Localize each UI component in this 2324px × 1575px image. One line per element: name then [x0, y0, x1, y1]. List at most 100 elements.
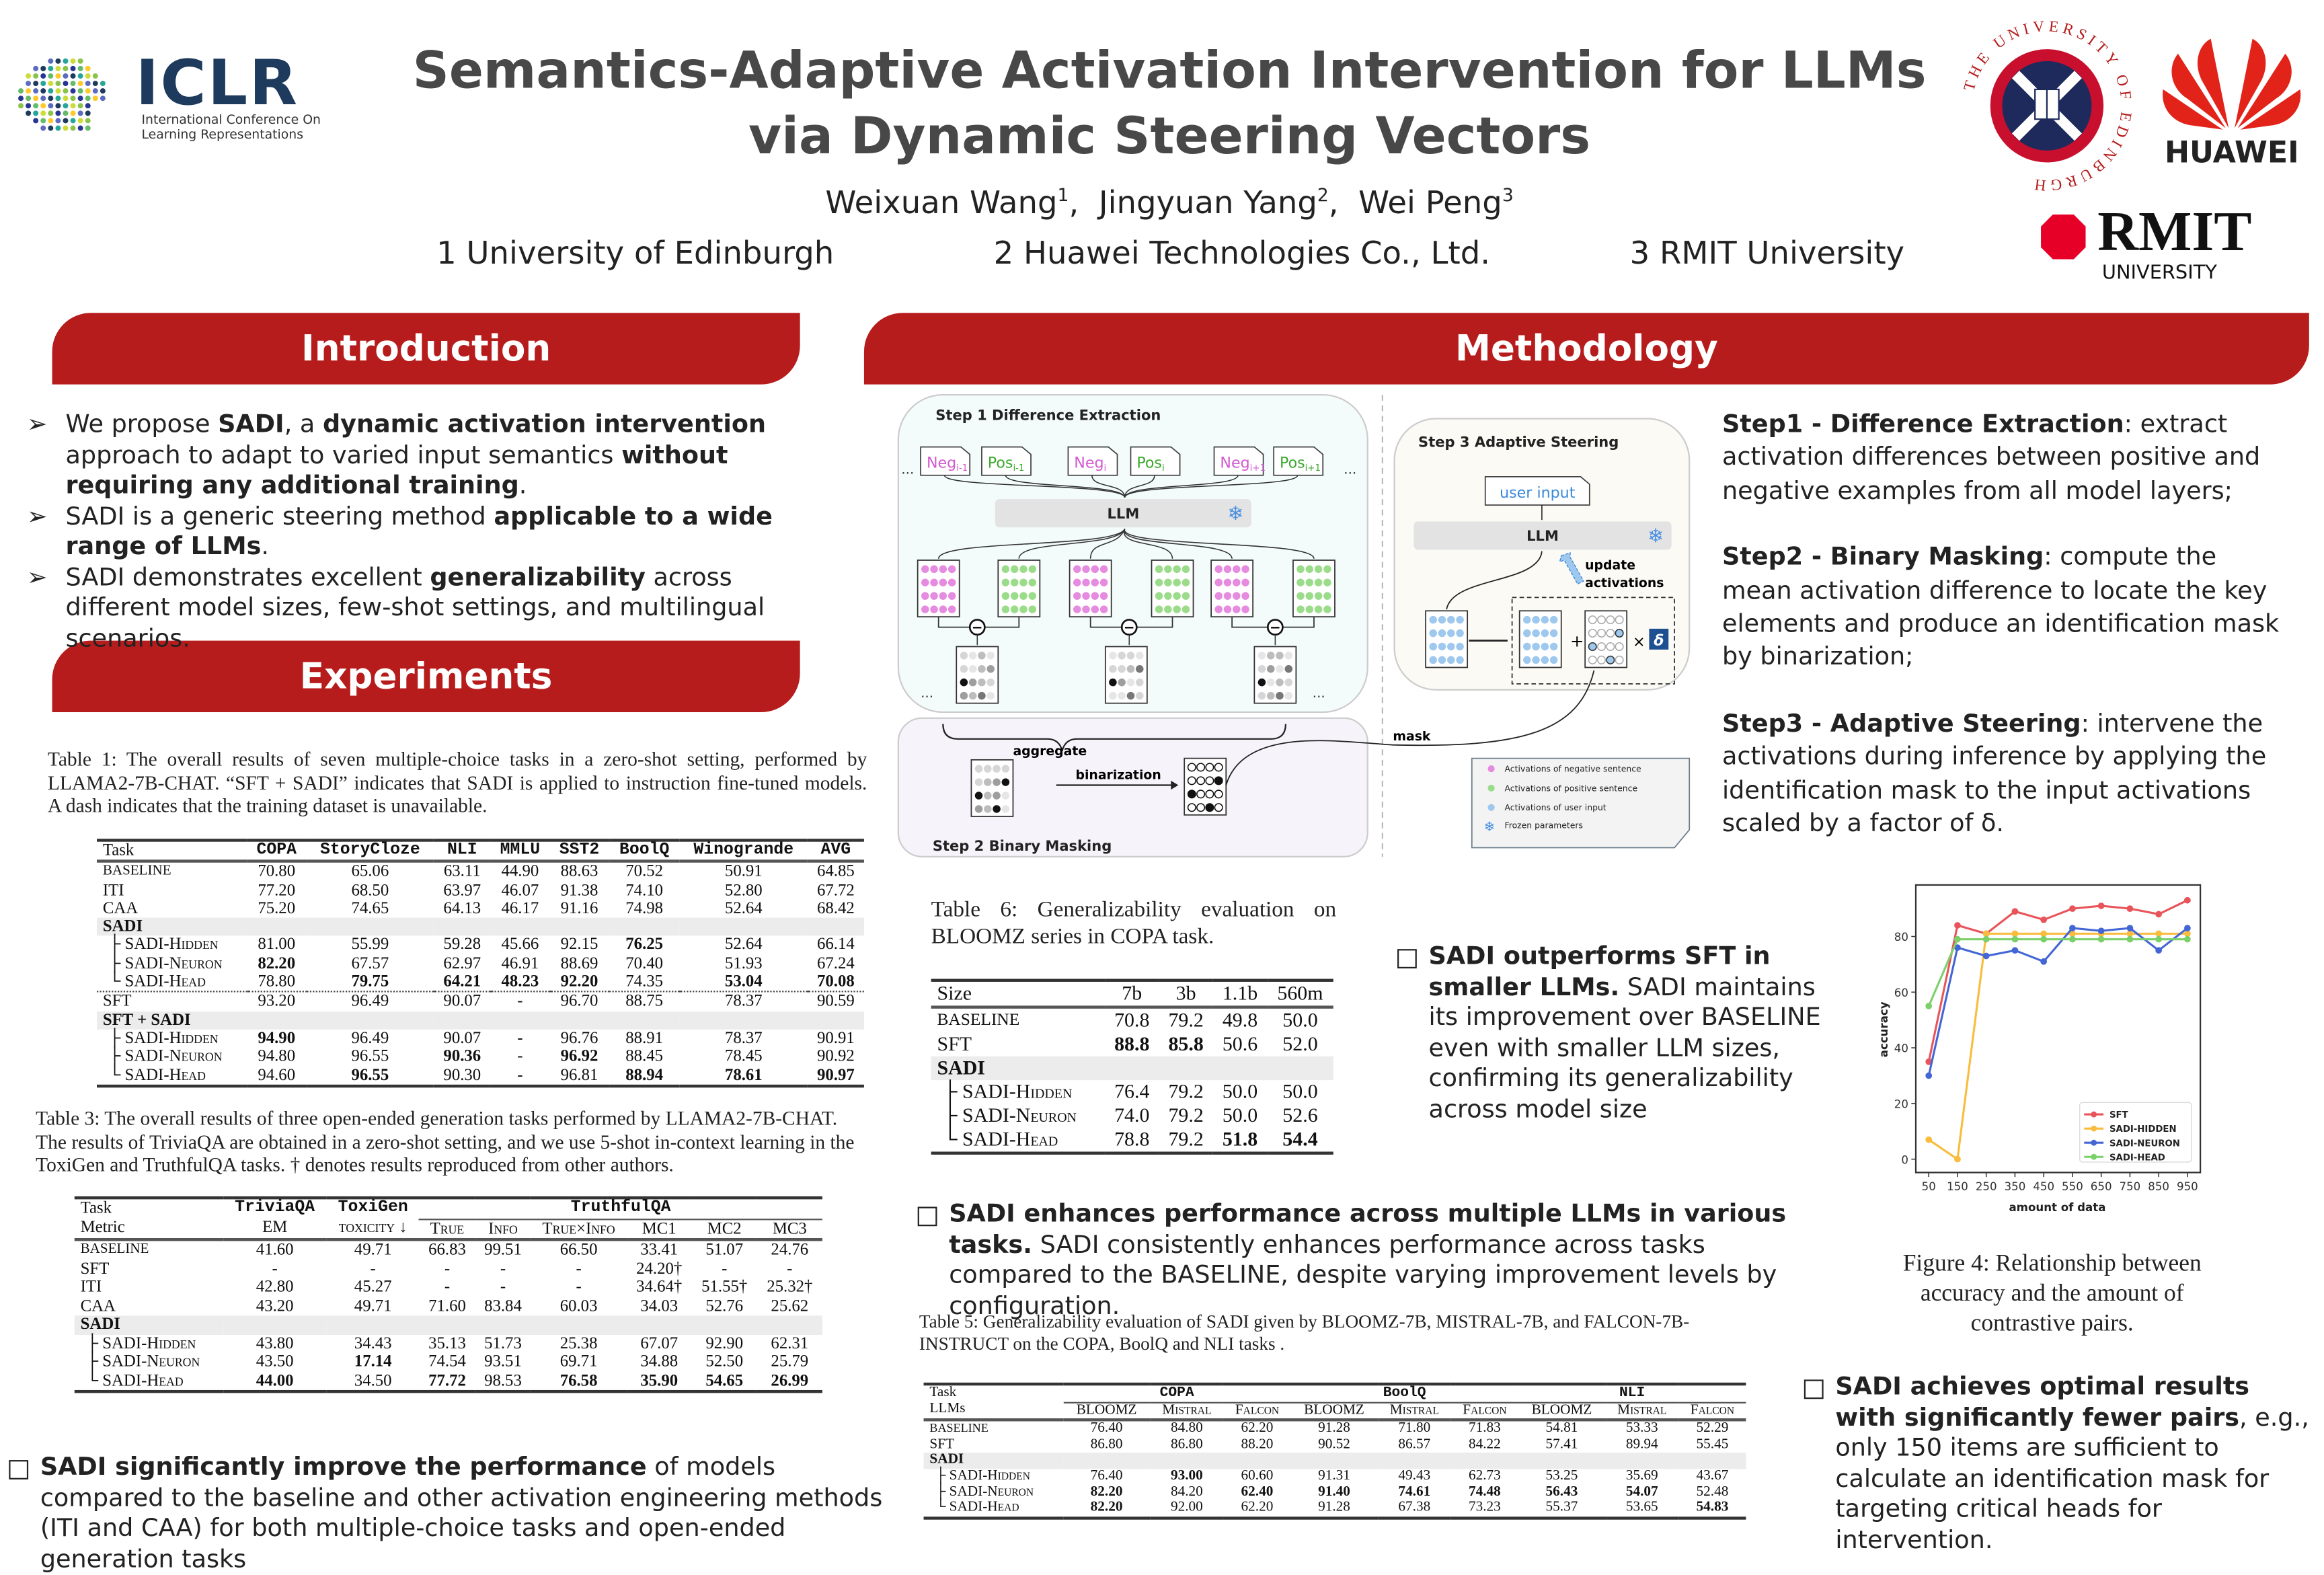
table-cell: 24.76	[771, 1241, 809, 1259]
table-cell: 43.20	[256, 1297, 294, 1315]
table-cell: 96.55	[351, 1066, 389, 1084]
table-header-row: Task COPA BoolQ NLI	[923, 1384, 1746, 1403]
table-cell: 63.11	[443, 863, 481, 881]
table-cell: 93.00	[1170, 1467, 1203, 1484]
data-point-sadi-neuron	[2040, 958, 2048, 965]
activation-dot	[1155, 565, 1163, 574]
activation-dot	[1205, 803, 1214, 812]
table-cell: -	[370, 1260, 376, 1278]
table-cell: 92.20	[560, 972, 598, 991]
empty-cell	[490, 918, 550, 937]
logo-dot	[48, 73, 54, 79]
activation-dot	[947, 578, 956, 586]
data-point-sft	[2126, 905, 2134, 912]
data-point-sadi-head	[1954, 935, 1961, 943]
column-header: NLI	[447, 841, 477, 860]
activation-dot	[1541, 615, 1549, 624]
table-cell: 57.41	[1545, 1436, 1578, 1453]
activation-dot	[1223, 565, 1232, 574]
table-cell: -	[722, 1260, 728, 1278]
table-cell: 70.52	[625, 863, 664, 881]
table-cell: 96.55	[351, 1048, 389, 1066]
activation-dot	[1126, 691, 1135, 700]
intro-bullet: ➢ SADI is a generic steering method appli…	[27, 501, 816, 562]
activation-dot	[1010, 592, 1019, 600]
column-header: MMLU	[500, 841, 541, 860]
snowflake-icon: ❄	[1227, 502, 1243, 525]
table-cell: 86.80	[1170, 1436, 1203, 1453]
logo-dot	[63, 118, 69, 124]
delta-box	[1649, 628, 1669, 650]
row-label: ├ SADI-Neuron	[943, 1104, 1077, 1126]
logo-dot	[26, 81, 32, 87]
row-label: ├ SADI-Hidden	[86, 1334, 196, 1352]
logo-dot	[18, 103, 24, 109]
table-cell: 66.83	[428, 1241, 466, 1259]
input-label-pos: Posi	[1136, 455, 1164, 473]
series-line-sadi-hidden	[1928, 932, 2187, 1161]
data-point-sadi-neuron	[2097, 927, 2105, 935]
table-row: CAA 43.20 49.71 71.60 83.84 60.03 34.03 52.76 25…	[75, 1297, 822, 1315]
column-header: Falcon	[1690, 1401, 1735, 1418]
table-cell: -	[576, 1278, 582, 1297]
activation-dot	[1447, 656, 1455, 664]
activation-dot	[968, 678, 977, 687]
activation-dot	[921, 565, 929, 574]
column-header: True	[430, 1219, 465, 1237]
activation-dot	[1019, 605, 1028, 613]
logo-dot	[48, 110, 54, 116]
table-cell: 84.22	[1468, 1436, 1501, 1453]
table-header-row: Size 7b 3b 1.1b 560m	[931, 980, 1333, 1007]
table-row: SADI	[923, 1452, 1746, 1469]
table-cell: 74.10	[625, 881, 664, 900]
logo-dot	[77, 65, 83, 71]
minus-sign: −	[972, 619, 983, 635]
empty-cell	[609, 1011, 680, 1030]
activation-dot	[1001, 565, 1010, 574]
table-cell: 52.50	[705, 1352, 744, 1371]
data-point-sft	[2184, 896, 2191, 904]
table5: Task COPA BoolQ NLI LLMs BLOOMZ Mistral Falcon B…	[923, 1383, 1746, 1519]
experiments-heading: Experiments	[52, 640, 800, 712]
table-cell: 76.40	[1090, 1467, 1123, 1484]
table-cell: 96.76	[560, 1029, 598, 1048]
table-cell: 96.70	[560, 993, 598, 1011]
step-title: Step2 - Binary Masking	[1721, 542, 2044, 571]
column-header: MC2	[707, 1219, 742, 1237]
activations-label: activations	[1585, 576, 1664, 590]
table-cell: 88.63	[560, 863, 598, 881]
logo-dot	[70, 73, 76, 79]
author: Jingyuan Yang2,	[1098, 184, 1359, 221]
affiliation-3: 3 RMIT University	[1629, 235, 1905, 272]
delta-label: δ	[1654, 631, 1664, 649]
table-cell: 75.20	[258, 899, 296, 918]
checkbox-bullet-icon	[1397, 949, 1417, 968]
x-tick-label: 450	[2033, 1180, 2054, 1193]
table-cell: 91.38	[560, 881, 598, 900]
activation-dot	[1532, 656, 1540, 664]
logo-dot	[85, 73, 91, 79]
activation-dot	[1314, 578, 1323, 586]
table-cell: 63.97	[443, 881, 481, 900]
table-cell: 74.65	[351, 899, 389, 918]
step-text: : extract activation differences between…	[1721, 410, 2261, 505]
activation-dot	[1164, 605, 1172, 613]
column-header: COPA	[1062, 1384, 1291, 1403]
activation-dot	[960, 664, 968, 673]
table-cell: 92.90	[705, 1334, 744, 1352]
step-title: Step3 - Adaptive Steering	[1721, 709, 2081, 738]
table-cell: 48.23	[501, 972, 539, 991]
activation-dot	[921, 592, 929, 600]
activation-dot	[1549, 615, 1558, 624]
table-cell: 25.38	[559, 1334, 598, 1352]
ellipsis: ...	[1313, 685, 1325, 701]
y-axis-label: accuracy	[1877, 1001, 1890, 1057]
accuracy-vs-data-chart: 0 20 40 60 80 50 150 250 350 450 550 650 750 850 950 am…	[1877, 884, 2202, 1214]
logo-dot	[85, 88, 91, 94]
table-cell: 43.80	[256, 1334, 294, 1352]
legend-label: Frozen parameters	[1505, 820, 1583, 831]
column-header: Mistral	[1389, 1401, 1439, 1418]
activation-dot	[974, 792, 983, 800]
table6: Size 7b 3b 1.1b 560m BASELINE 70.8 79.2 49.8 50.0…	[931, 979, 1333, 1155]
checkbox-bullet-icon	[9, 1460, 29, 1480]
